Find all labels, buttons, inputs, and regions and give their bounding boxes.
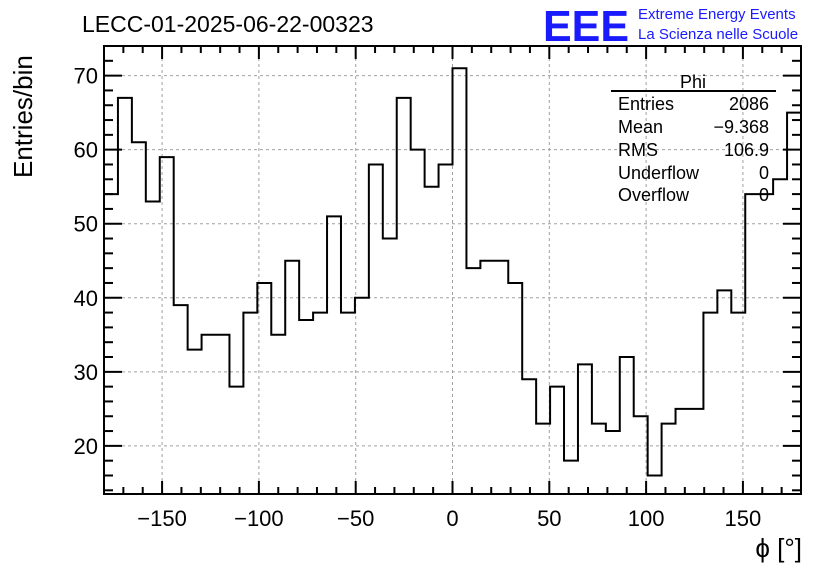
x-tick-label: −50: [337, 506, 374, 531]
plot-title: LECC-01-2025-06-22-00323: [82, 11, 374, 37]
stats-overflow-value: 0: [759, 185, 769, 205]
x-tick-label: −150: [137, 506, 187, 531]
y-tick-label: 70: [74, 64, 98, 89]
stats-box-name: Phi: [680, 72, 706, 92]
x-tick-label: 50: [537, 506, 561, 531]
stats-underflow-value: 0: [759, 163, 769, 183]
stats-rms-label: RMS: [618, 140, 658, 160]
x-tick-label: 0: [446, 506, 458, 531]
y-tick-label: 50: [74, 212, 98, 237]
y-tick-label: 20: [74, 434, 98, 459]
stats-rms-value: 106.9: [724, 140, 769, 160]
x-tick-label: −100: [234, 506, 284, 531]
stats-entries-label: Entries: [618, 94, 674, 114]
tick-labels: −150 −100 −50 0 50 100 150 20 30 40 50 60 70: [74, 64, 762, 531]
eee-logo-line2: La Scienza nelle Scuole: [638, 26, 798, 43]
stats-underflow-label: Underflow: [618, 163, 700, 183]
y-tick-label: 40: [74, 286, 98, 311]
eee-logo-mark: EEE: [543, 2, 629, 51]
stats-box: Phi Entries 2086 Mean −9.368 RMS 106.9 U…: [611, 72, 776, 205]
x-tick-label: 150: [725, 506, 762, 531]
eee-logo: EEE Extreme Energy Events La Scienza nel…: [543, 2, 798, 51]
y-tick-label: 30: [74, 360, 98, 385]
eee-logo-line1: Extreme Energy Events: [638, 6, 796, 23]
stats-mean-label: Mean: [618, 117, 663, 137]
stats-overflow-label: Overflow: [618, 185, 690, 205]
y-tick-label: 60: [74, 138, 98, 163]
histogram-outline: [103, 67, 802, 494]
stats-entries-value: 2086: [729, 94, 769, 114]
x-axis-title: ϕ [°]: [755, 533, 802, 563]
x-tick-label: 100: [628, 506, 665, 531]
stats-mean-value: −9.368: [713, 117, 769, 137]
axis-ticks: [103, 45, 802, 494]
y-axis-title: Entries/bin: [8, 55, 38, 178]
